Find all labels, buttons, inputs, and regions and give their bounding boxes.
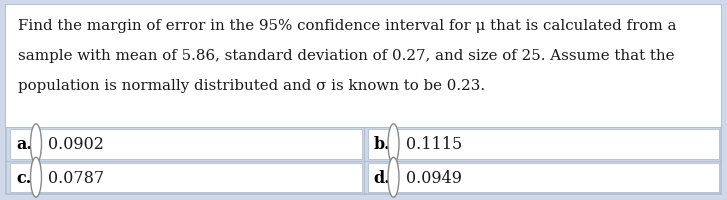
Text: population is normally distributed and σ is known to be 0.23.: population is normally distributed and σ…: [18, 79, 485, 93]
FancyBboxPatch shape: [10, 163, 361, 192]
Ellipse shape: [388, 124, 399, 164]
FancyBboxPatch shape: [6, 6, 721, 194]
FancyBboxPatch shape: [368, 129, 719, 159]
Text: 0.0902: 0.0902: [48, 136, 104, 152]
Text: d.: d.: [374, 169, 390, 186]
Text: sample with mean of 5.86, standard deviation of 0.27, and size of 25. Assume tha: sample with mean of 5.86, standard devia…: [18, 49, 675, 63]
Text: c.: c.: [16, 169, 31, 186]
Text: 0.1115: 0.1115: [406, 136, 462, 152]
Ellipse shape: [388, 158, 399, 197]
Ellipse shape: [31, 124, 41, 164]
Text: a.: a.: [16, 136, 32, 152]
Text: Find the margin of error in the 95% confidence interval for μ that is calculated: Find the margin of error in the 95% conf…: [18, 19, 677, 33]
FancyBboxPatch shape: [10, 129, 361, 159]
Ellipse shape: [31, 158, 41, 197]
FancyBboxPatch shape: [368, 163, 719, 192]
FancyBboxPatch shape: [6, 6, 721, 127]
Text: 0.0949: 0.0949: [406, 169, 462, 186]
Text: b.: b.: [374, 136, 390, 152]
Text: 0.0787: 0.0787: [48, 169, 104, 186]
